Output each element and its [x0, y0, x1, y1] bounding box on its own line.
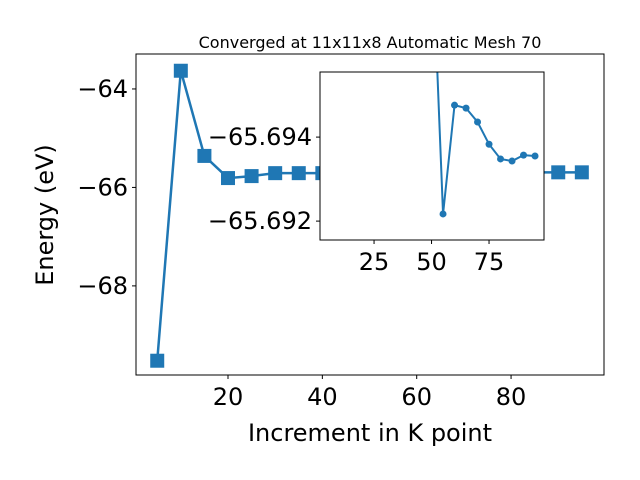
marker: [520, 151, 528, 159]
marker: [508, 157, 516, 165]
marker: [244, 169, 259, 184]
marker: [551, 165, 566, 180]
y-tick-label: −65.692: [208, 207, 312, 235]
marker: [220, 171, 235, 186]
marker: [574, 165, 589, 180]
marker: [197, 148, 212, 163]
marker: [173, 63, 188, 78]
x-tick-label: 25: [359, 248, 390, 276]
plot-clip: [436, 72, 539, 218]
y-tick-label: −66: [77, 173, 128, 201]
x-tick-label: 80: [496, 383, 527, 411]
marker: [462, 104, 470, 112]
marker: [497, 155, 505, 163]
x-axis-label: Increment in K point: [248, 419, 492, 447]
marker: [150, 353, 165, 368]
marker: [531, 152, 539, 160]
plot-area: [320, 72, 544, 240]
y-tick-label: −64: [77, 75, 128, 103]
x-tick-label: 20: [213, 383, 244, 411]
x-tick-label: 40: [307, 383, 338, 411]
marker: [485, 140, 493, 148]
marker: [451, 101, 459, 109]
chart-title: Converged at 11x11x8 Automatic Mesh 70: [199, 33, 542, 52]
x-tick-label: 60: [401, 383, 432, 411]
marker: [439, 210, 447, 218]
y-tick-label: −65.694: [208, 123, 312, 151]
axes-frame: [135, 53, 605, 376]
x-tick-label: 50: [416, 248, 447, 276]
marker: [291, 166, 306, 181]
marker: [474, 118, 482, 126]
y-axis-label: Energy (eV): [31, 144, 59, 286]
marker: [268, 166, 283, 181]
x-tick-label: 75: [474, 248, 505, 276]
series-line: [436, 72, 536, 215]
y-tick-label: −68: [77, 272, 128, 300]
